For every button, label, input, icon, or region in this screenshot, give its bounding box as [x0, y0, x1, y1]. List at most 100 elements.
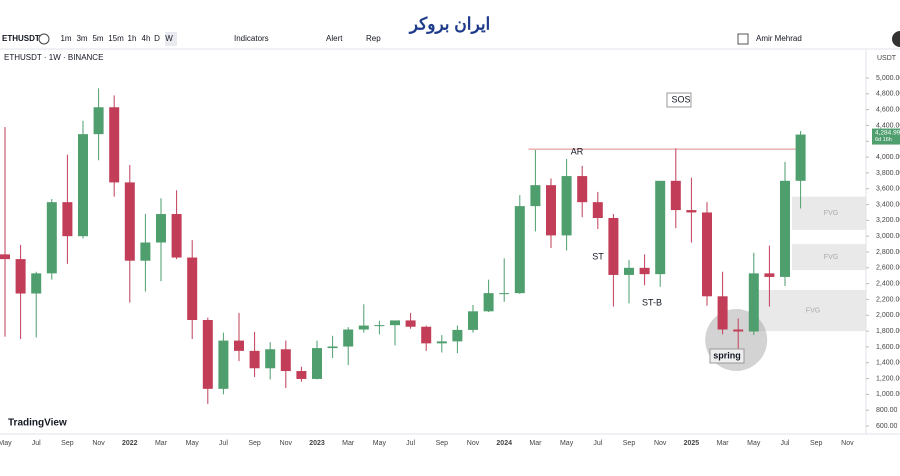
user[interactable]: Amir Mehrad — [756, 34, 802, 43]
candle-body — [15, 259, 26, 294]
currency: USDT — [877, 55, 897, 62]
candle-body — [343, 329, 354, 347]
checkbox[interactable] — [737, 33, 749, 45]
x-tick-label: Sep — [623, 440, 636, 447]
interval-active — [165, 32, 177, 46]
candle-body — [140, 242, 151, 261]
y-tick-label: 3,200.00 — [876, 217, 900, 224]
y-tick-label: 2,800.00 — [876, 249, 900, 256]
x-tick-label: 2024 — [496, 440, 512, 447]
candle-body — [655, 180, 666, 275]
candle-body — [327, 346, 338, 349]
annotation: ST-B — [642, 297, 662, 307]
interval[interactable]: 4h — [142, 34, 151, 43]
candle-body — [265, 349, 276, 369]
candle-body — [436, 341, 447, 344]
x-tick-label: May — [0, 440, 12, 447]
candle-body — [234, 340, 244, 351]
x-tick-label: Jul — [593, 440, 602, 447]
candle-body — [78, 134, 88, 237]
interval[interactable]: 3m — [76, 34, 87, 43]
x-tick-label: May — [560, 440, 574, 447]
candle-body — [156, 214, 166, 243]
candle-body — [452, 329, 463, 342]
annotation-box — [666, 92, 692, 108]
y-tick-label: 3,400.00 — [876, 201, 900, 208]
fvg-zone — [756, 289, 866, 332]
interval[interactable]: 1m — [60, 34, 71, 43]
candle-body — [62, 202, 73, 237]
candle-body — [514, 206, 525, 294]
candle-body — [608, 217, 619, 275]
indicators[interactable]: Indicators — [234, 34, 269, 43]
fvg-label: FVG — [824, 254, 838, 261]
y-tick-label: 1,800.00 — [876, 328, 900, 335]
candle-body — [577, 176, 588, 203]
y-tick-label: 2,600.00 — [876, 265, 900, 272]
x-tick-label: Jul — [219, 440, 228, 447]
x-tick-label: 2025 — [684, 440, 700, 447]
x-tick-label: Mar — [529, 440, 542, 447]
x-tick-label: Mar — [717, 440, 730, 447]
candle-body — [592, 202, 603, 218]
candle-body — [249, 350, 260, 369]
candle-body — [109, 107, 120, 183]
symbol[interactable]: ETHUSDT — [2, 34, 40, 43]
x-tick-label: Sep — [810, 440, 823, 447]
annotation-box — [709, 348, 745, 364]
candle-body — [764, 273, 775, 277]
fvg-zone — [792, 196, 866, 230]
interval[interactable]: W — [165, 34, 173, 43]
x-tick-label: Nov — [280, 440, 293, 447]
candle-body — [670, 180, 681, 211]
candle-body — [46, 202, 57, 274]
candle-body — [202, 320, 213, 389]
x-tick-label: Sep — [436, 440, 449, 447]
y-tick-label: 4,000.00 — [876, 154, 900, 161]
candle-body — [468, 311, 478, 330]
interval[interactable]: 1h — [128, 34, 137, 43]
candle-body — [171, 214, 182, 258]
x-tick-label: Nov — [841, 440, 854, 447]
annotation: ST — [592, 251, 604, 261]
y-tick-label: 1,000.00 — [876, 391, 900, 398]
x-tick-label: Mar — [155, 440, 168, 447]
y-tick-label: 600.00 — [876, 423, 898, 430]
interval[interactable]: D — [154, 34, 160, 43]
candle-body — [218, 340, 229, 389]
y-tick-label: 3,800.00 — [876, 170, 900, 177]
candle-body — [390, 320, 400, 326]
annotation: spring — [713, 350, 741, 360]
alert[interactable]: Alert — [326, 34, 343, 43]
x-tick-label: Jul — [32, 440, 41, 447]
x-tick-label: Sep — [61, 440, 74, 447]
y-tick-label: 2,200.00 — [876, 296, 900, 303]
fvg-label: FVG — [806, 307, 820, 314]
annotation: AR — [571, 146, 584, 156]
y-tick-label: 1,400.00 — [876, 360, 900, 367]
last-price-tag — [872, 128, 900, 145]
y-tick-label: 800.00 — [876, 407, 898, 414]
brand: TradingView — [8, 418, 67, 429]
annotation: SOS — [671, 94, 690, 104]
avatar[interactable] — [892, 31, 900, 47]
add-symbol[interactable] — [38, 33, 50, 45]
candle-body — [795, 134, 806, 181]
candle-body — [280, 349, 291, 372]
logo: ایران بروکر — [408, 14, 491, 34]
x-tick-label: Jul — [406, 440, 415, 447]
y-tick-label: 1,600.00 — [876, 344, 900, 351]
interval[interactable]: 5m — [92, 34, 103, 43]
candle-body — [561, 176, 572, 236]
candle-body — [639, 267, 650, 275]
interval[interactable]: 15m — [108, 34, 124, 43]
candle-body — [405, 320, 416, 327]
candle-body — [0, 254, 10, 260]
candle-body — [374, 325, 385, 327]
x-tick-label: Nov — [654, 440, 667, 447]
y-tick-label: 3,600.00 — [876, 186, 900, 193]
replay[interactable]: Rep — [366, 34, 381, 43]
candle-body — [31, 273, 42, 294]
last-price: 4,284.99 — [875, 129, 900, 136]
